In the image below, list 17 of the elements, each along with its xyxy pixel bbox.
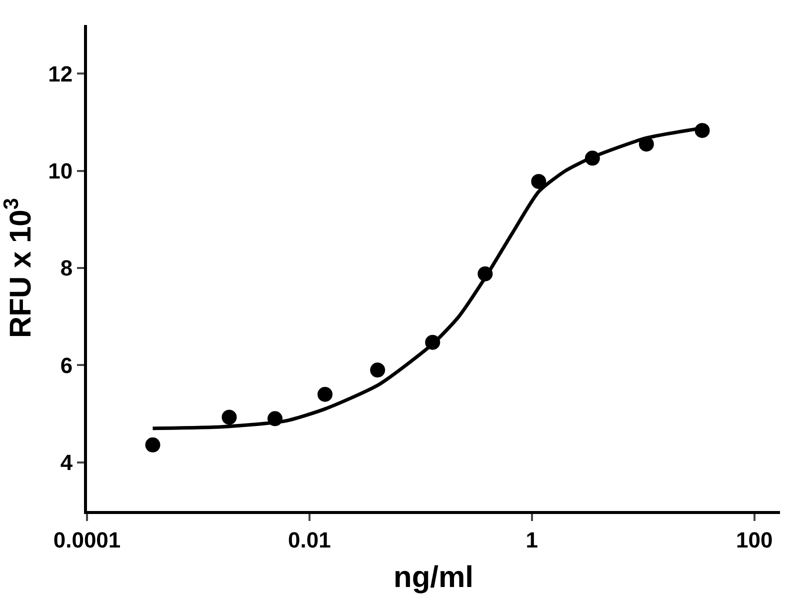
point [584, 150, 600, 166]
x-tick-label: 0.0001 [53, 527, 121, 552]
x-axis-title: ng/ml [394, 560, 474, 594]
x-tick-label: 0.01 [288, 527, 331, 552]
y-tick-label: 6 [60, 352, 73, 378]
x-tick-label: 1 [526, 527, 538, 552]
point [531, 174, 546, 189]
point [638, 136, 654, 152]
y-tick-label: 12 [48, 61, 73, 86]
point [425, 334, 440, 350]
point [318, 386, 333, 402]
y-tick-label: 4 [60, 450, 74, 476]
point [478, 266, 493, 282]
y-tick-label: 10 [48, 158, 73, 184]
point [370, 362, 386, 378]
y-tick-label: 8 [60, 256, 73, 281]
x-tick-label: 100 [736, 527, 773, 552]
